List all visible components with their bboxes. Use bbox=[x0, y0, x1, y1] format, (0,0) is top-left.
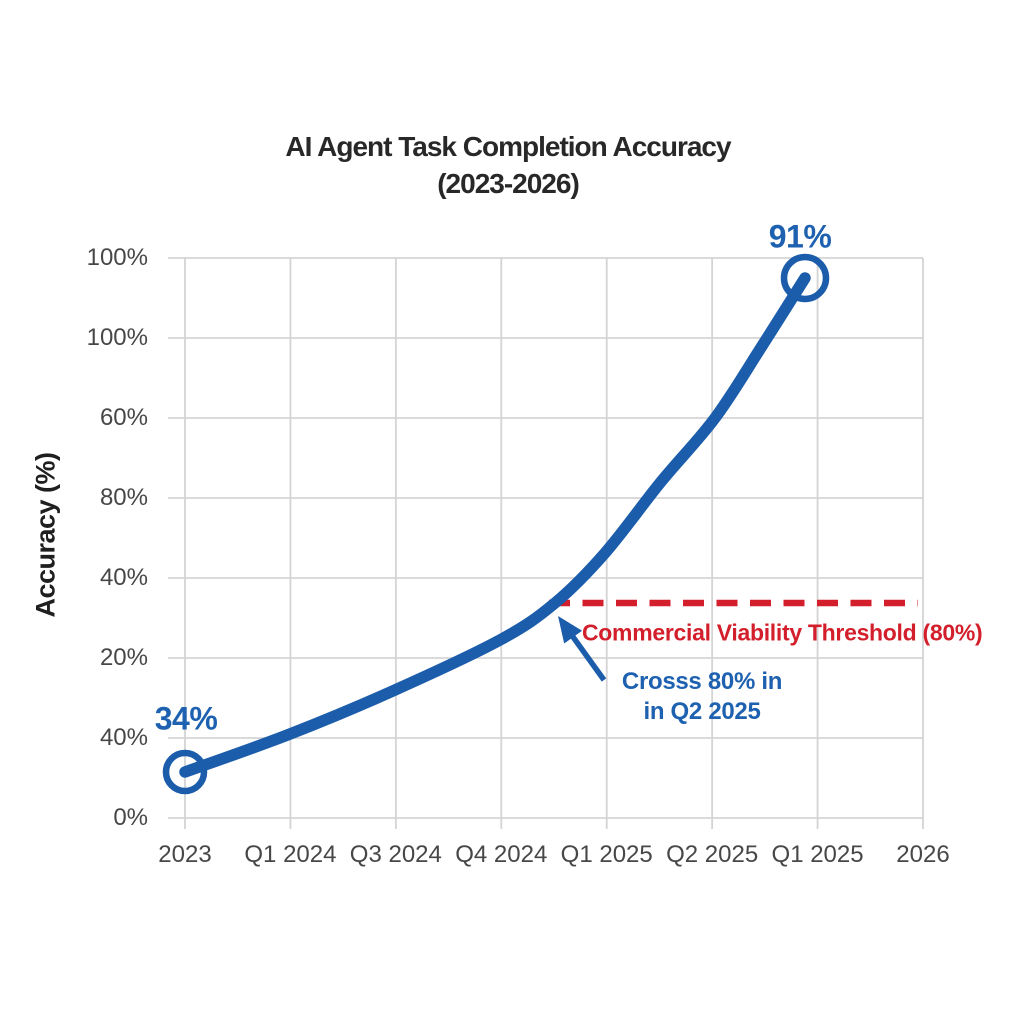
x-tick-label: 2026 bbox=[896, 841, 950, 868]
crossing-annotation-line2: in Q2 2025 bbox=[643, 698, 761, 725]
y-tick-label: 80% bbox=[99, 484, 148, 511]
x-tick-label: Q1 2025 bbox=[771, 841, 864, 868]
y-tick-label: 100% bbox=[86, 324, 148, 351]
chart-title: AI Agent Task Completion Accuracy (2023-… bbox=[285, 128, 731, 202]
start-point-marker bbox=[162, 749, 208, 795]
x-tick-label: Q1 2024 bbox=[244, 841, 337, 868]
y-tick-label: 20% bbox=[99, 644, 148, 671]
start-value-label: 34% bbox=[154, 700, 218, 737]
y-tick-label: 60% bbox=[99, 404, 148, 431]
annotation-arrowhead-icon bbox=[558, 616, 583, 644]
x-tick-label: Q4 2024 bbox=[455, 841, 548, 868]
end-point-marker bbox=[780, 253, 830, 303]
x-tick-label: Q2 2025 bbox=[666, 841, 759, 868]
chart-title-line2: (2023-2026) bbox=[437, 168, 580, 199]
accuracy-curve bbox=[179, 272, 811, 778]
crossing-annotation: Crosss 80% in in Q2 2025 bbox=[622, 667, 782, 727]
end-value-label: 91% bbox=[768, 218, 832, 255]
y-tick-label: 0% bbox=[113, 804, 148, 831]
annotation-arrow-line bbox=[569, 633, 607, 682]
y-tick-label: 40% bbox=[99, 564, 148, 591]
y-axis-title: Accuracy (%) bbox=[30, 452, 61, 618]
x-tick-label: 2023 bbox=[158, 841, 212, 868]
x-tick-label: Q3 2024 bbox=[349, 841, 442, 868]
y-tick-label: 100% bbox=[86, 244, 148, 271]
crossing-annotation-line1: Crosss 80% in bbox=[621, 668, 783, 695]
y-tick-label: 40% bbox=[99, 724, 148, 751]
threshold-label: Commercial Viability Threshold (80%) bbox=[582, 619, 983, 646]
x-tick-label: Q1 2025 bbox=[560, 841, 653, 868]
chart-title-line1: AI Agent Task Completion Accuracy bbox=[285, 131, 731, 162]
